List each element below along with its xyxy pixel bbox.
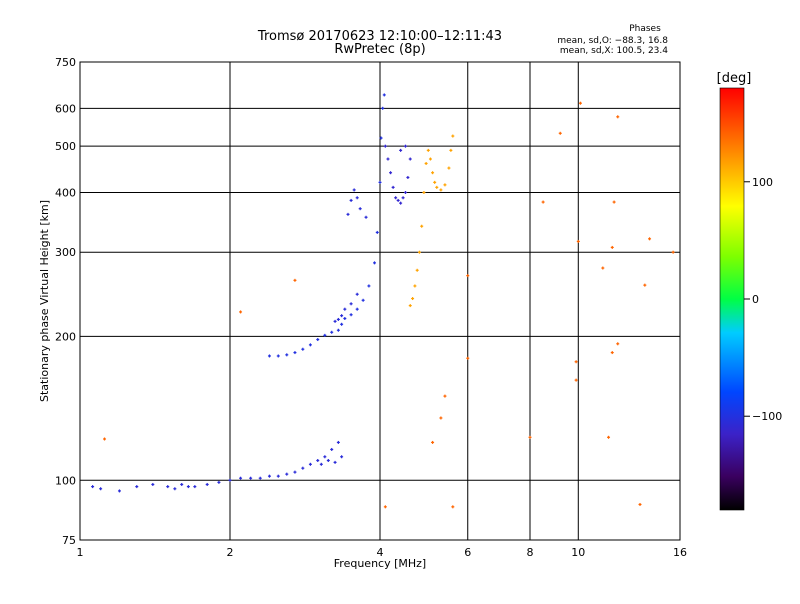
phase-stats-heading: Phases (629, 24, 661, 34)
x-tick-label: 10 (571, 546, 585, 559)
colorbar-tick-label: 100 (752, 176, 773, 189)
y-tick-label: 75 (62, 534, 76, 547)
x-tick-label: 16 (673, 546, 687, 559)
x-tick-label: 4 (377, 546, 384, 559)
colorbar-tick-label: 0 (752, 293, 759, 306)
y-tick-label: 600 (55, 102, 76, 115)
chart-title: Tromsø 20170623 12:10:00–12:11:43 (257, 29, 502, 44)
x-tick-label: 1 (77, 546, 84, 559)
x-tick-label: 8 (527, 546, 534, 559)
y-tick-label: 750 (55, 56, 76, 69)
y-tick-label: 400 (55, 186, 76, 199)
x-axis-label: Frequency [MHz] (334, 557, 426, 570)
colorbar-label: [deg] (717, 71, 752, 86)
colorbar (719, 87, 745, 511)
x-tick-label: 6 (464, 546, 471, 559)
data-points-layer (91, 93, 675, 509)
x-tick-labels: 1 2 4 6 8 10 16 (77, 546, 688, 559)
phase-stats-x: mean, sd,X: 100.5, 23.4 (560, 46, 668, 56)
y-tick-label: 200 (55, 330, 76, 343)
y-axis-label: Stationary phase Virtual Height [km] (38, 200, 51, 402)
plot-frame (79, 61, 681, 541)
grid-layer (80, 62, 680, 540)
colorbar-ticks: −100 0 100 (744, 176, 782, 423)
y-tick-label: 500 (55, 140, 76, 153)
colorbar-tick-label: −100 (752, 410, 782, 423)
phase-stats-o: mean, sd,O: −88.3, 16.8 (557, 36, 668, 46)
y-tick-labels: 75 100 200 300 400 500 600 750 (55, 56, 76, 547)
x-tick-label: 2 (227, 546, 234, 559)
y-tick-label: 300 (55, 246, 76, 259)
y-tick-label: 100 (55, 474, 76, 487)
chart-subtitle: RwPretec (8p) (334, 42, 425, 57)
